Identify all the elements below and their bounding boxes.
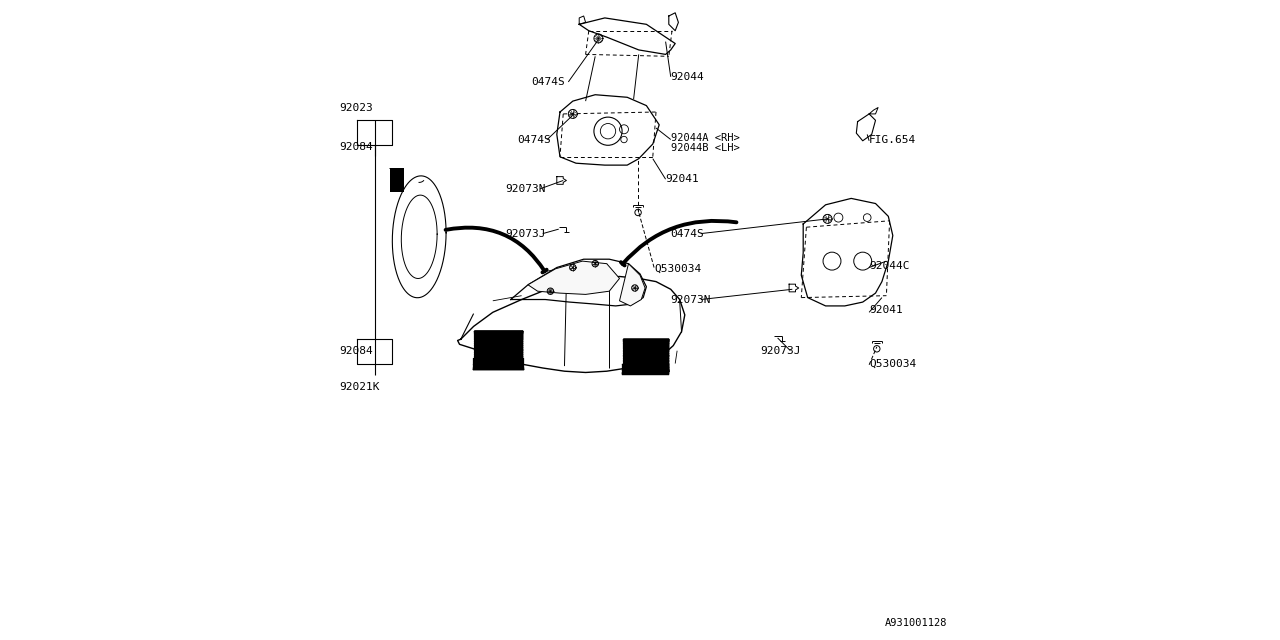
Text: 92041: 92041 bbox=[869, 305, 902, 316]
Text: 92073N: 92073N bbox=[506, 184, 547, 194]
Text: Q530034: Q530034 bbox=[654, 264, 701, 274]
Text: 92044A <RH>: 92044A <RH> bbox=[671, 132, 740, 143]
Text: 92044C: 92044C bbox=[869, 260, 910, 271]
Text: A931001128: A931001128 bbox=[884, 618, 947, 628]
Text: 92073J: 92073J bbox=[506, 228, 547, 239]
Text: 92084: 92084 bbox=[339, 142, 372, 152]
Polygon shape bbox=[620, 264, 645, 306]
Text: Q530034: Q530034 bbox=[869, 358, 916, 369]
Text: 92021K: 92021K bbox=[339, 382, 380, 392]
Text: FIG.654: FIG.654 bbox=[869, 134, 916, 145]
Text: 0474S: 0474S bbox=[531, 77, 564, 87]
Text: 92044B <LH>: 92044B <LH> bbox=[671, 143, 740, 154]
Text: 92044: 92044 bbox=[671, 72, 704, 82]
Text: 92023: 92023 bbox=[339, 102, 372, 113]
Text: 0474S: 0474S bbox=[671, 228, 704, 239]
Text: 92073J: 92073J bbox=[760, 346, 801, 356]
Text: 92041: 92041 bbox=[666, 174, 699, 184]
Text: 92084: 92084 bbox=[339, 346, 372, 356]
Text: 0474S: 0474S bbox=[517, 134, 550, 145]
Polygon shape bbox=[529, 261, 620, 294]
Text: 92073N: 92073N bbox=[671, 294, 712, 305]
